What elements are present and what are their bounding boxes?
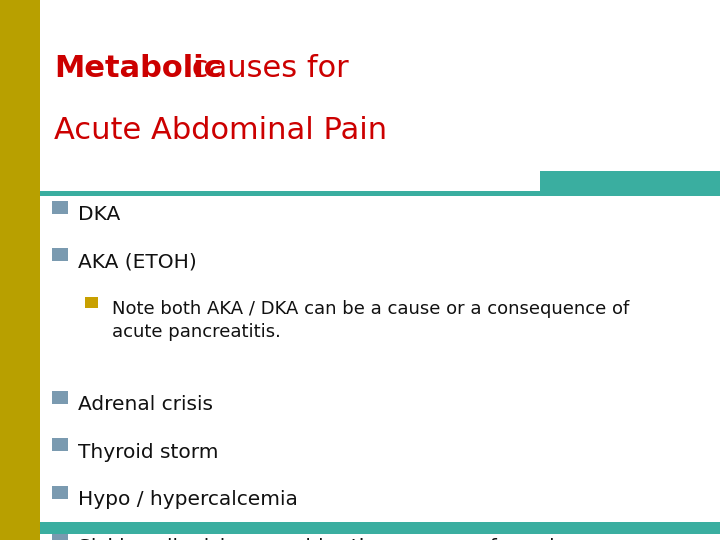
Text: DKA: DKA [78, 205, 120, 224]
Text: Sickle cell crisis – consider these causes for pain
splenomegaly / heptomegaly, : Sickle cell crisis – consider these caus… [78, 538, 567, 540]
Text: Acute Abdominal Pain: Acute Abdominal Pain [54, 116, 387, 145]
Bar [0, 0, 40, 540]
Bar [40, 191, 720, 196]
Bar [40, 522, 720, 534]
Bar [52, 248, 68, 261]
Text: Hypo / hypercalcemia: Hypo / hypercalcemia [78, 490, 297, 509]
Text: Thyroid storm: Thyroid storm [78, 443, 218, 462]
Bar [85, 297, 98, 308]
Bar [52, 486, 68, 499]
Text: causes for: causes for [182, 54, 349, 83]
Bar [52, 391, 68, 404]
Text: Adrenal crisis: Adrenal crisis [78, 395, 213, 414]
Bar [52, 438, 68, 451]
Text: Metabolic: Metabolic [54, 54, 222, 83]
Bar [52, 201, 68, 214]
Bar [540, 171, 720, 192]
Text: Note both AKA / DKA can be a cause or a consequence of
acute pancreatitis.: Note both AKA / DKA can be a cause or a … [112, 300, 629, 341]
Bar [52, 534, 68, 540]
Text: AKA (ETOH): AKA (ETOH) [78, 253, 197, 272]
